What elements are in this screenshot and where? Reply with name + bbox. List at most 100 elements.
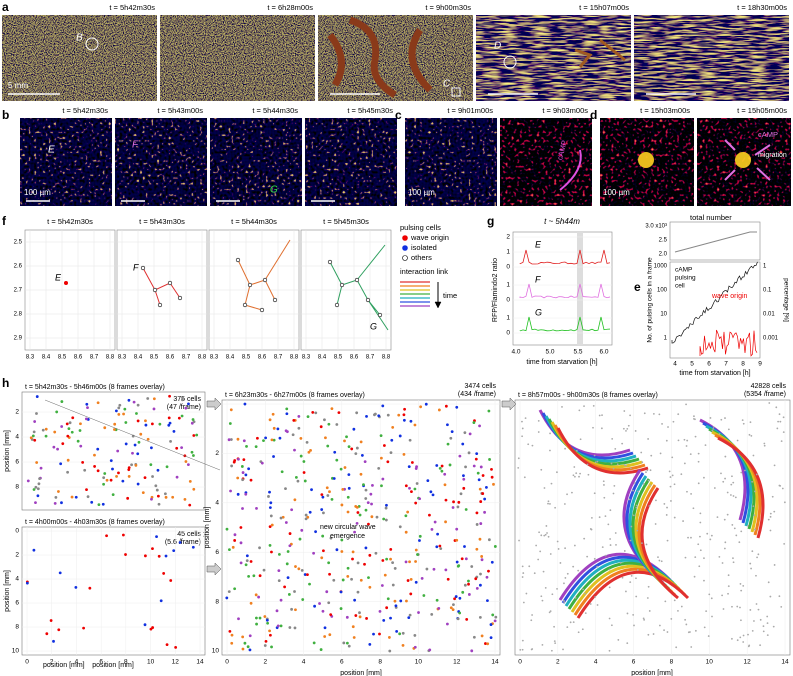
cell-dot	[609, 538, 612, 540]
x-tick-label: 8.7	[274, 355, 283, 361]
cell-dot	[546, 532, 548, 534]
x-tick-label: 4	[594, 659, 598, 666]
cell-dot	[663, 503, 666, 505]
cell-dot	[180, 414, 184, 418]
cell-dot	[632, 489, 635, 492]
cell-dot	[402, 452, 406, 456]
cell-dot	[328, 572, 331, 576]
cell-dot	[472, 464, 476, 468]
label: pulsing	[675, 275, 696, 282]
cell-dot	[686, 439, 689, 442]
cell-dot	[335, 458, 339, 462]
cell-dot	[657, 556, 659, 559]
cell-dot	[603, 484, 605, 486]
panel-title: t = 6h23m30s - 6h27m00s (8 frames overla…	[225, 392, 365, 399]
cell-dot	[452, 500, 455, 504]
cell-dot	[464, 508, 468, 511]
cell-dot	[431, 493, 435, 497]
cell-dot	[159, 599, 163, 603]
cell-dot	[268, 506, 272, 510]
cell-dot	[437, 607, 441, 610]
cell-dot	[322, 549, 325, 553]
panel-title: t = 5h42m30s - 5h46m00s (8 frames overla…	[25, 384, 165, 391]
trace	[699, 329, 758, 357]
cell-dot	[258, 616, 262, 620]
cell-dot	[463, 583, 467, 587]
cell-dot	[730, 483, 733, 486]
y-tick-label: 100	[657, 288, 668, 294]
cell-dot	[341, 578, 345, 582]
cell-dot	[255, 622, 258, 626]
cell-dot	[165, 465, 169, 469]
cell-dot	[549, 432, 551, 435]
cell-dot	[647, 633, 650, 636]
cell-dot	[150, 497, 153, 501]
wave-band	[576, 570, 690, 619]
cell-dot	[277, 569, 281, 573]
cell-dot	[673, 599, 676, 602]
cell-dot	[380, 584, 384, 587]
cell-dot	[625, 464, 627, 467]
cell-dot	[307, 450, 311, 454]
cell-dot	[633, 624, 635, 627]
cell-dot	[111, 493, 115, 497]
cell-dot	[191, 545, 195, 549]
cell-dot	[353, 530, 356, 534]
legend-label: wave origin	[410, 233, 449, 242]
cell-dot	[426, 479, 430, 483]
label: G	[270, 185, 278, 196]
cell-dot	[436, 532, 439, 536]
cell	[157, 302, 163, 308]
cell-dot	[542, 570, 545, 573]
cell-dot	[297, 567, 301, 571]
cell-dot	[383, 444, 386, 447]
cell-dot	[643, 412, 646, 415]
cell-dot	[58, 571, 62, 575]
cell-dot	[133, 443, 137, 447]
cell-dot	[572, 621, 575, 624]
cell-dot	[493, 545, 497, 548]
cell-dot	[408, 486, 411, 490]
cell-dot	[654, 523, 657, 525]
y2-tick-label: 0.001	[763, 336, 779, 342]
y-tick-label: 2.9	[14, 336, 23, 342]
x-tick-label: 9	[758, 361, 762, 368]
cell-dot	[393, 599, 397, 603]
cell-dot	[630, 525, 633, 528]
cell-dot	[549, 610, 552, 612]
cell-dot	[398, 632, 402, 636]
cell-dot	[121, 533, 125, 537]
cell-dot	[486, 599, 489, 603]
cell-dot	[665, 439, 668, 442]
cell-dot	[470, 649, 474, 653]
cell-dot	[270, 523, 274, 527]
cell-dot	[354, 452, 358, 456]
cell-dot	[684, 556, 687, 559]
cell-dot	[192, 487, 196, 491]
cell-dot	[35, 395, 39, 398]
x-tick-label: 8.6	[74, 355, 83, 361]
cell-dot	[566, 572, 569, 575]
cell-dot	[456, 564, 460, 568]
cell-dot	[103, 472, 107, 475]
cell-dot	[727, 574, 730, 577]
cell-dot	[246, 645, 250, 649]
cell-dot	[300, 528, 304, 532]
cell-dot	[543, 534, 546, 537]
cell-dot	[33, 438, 37, 442]
cell-dot	[229, 438, 233, 441]
cell-dot	[413, 634, 417, 637]
cell-dot	[661, 423, 663, 425]
cell-dot	[136, 419, 140, 423]
aggregate	[735, 152, 751, 168]
cell-dot	[757, 553, 760, 556]
legend-swatch	[402, 245, 408, 251]
cell-dot	[56, 447, 59, 451]
cell-dot	[279, 598, 283, 602]
micrograph-texture	[476, 15, 631, 101]
cell-dot	[255, 616, 258, 620]
cell-dot	[531, 648, 534, 650]
cell-dot	[258, 574, 262, 578]
panel-label: d	[590, 108, 597, 122]
cell-dot	[398, 525, 402, 529]
